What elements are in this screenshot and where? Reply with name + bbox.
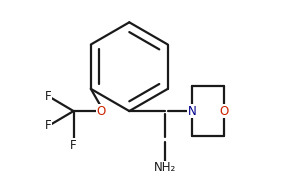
Text: O: O <box>219 105 228 118</box>
Text: N: N <box>188 105 196 118</box>
Text: NH₂: NH₂ <box>153 161 176 174</box>
Text: O: O <box>96 105 106 118</box>
Text: F: F <box>45 119 52 132</box>
Text: F: F <box>45 90 52 103</box>
Text: F: F <box>70 139 77 152</box>
